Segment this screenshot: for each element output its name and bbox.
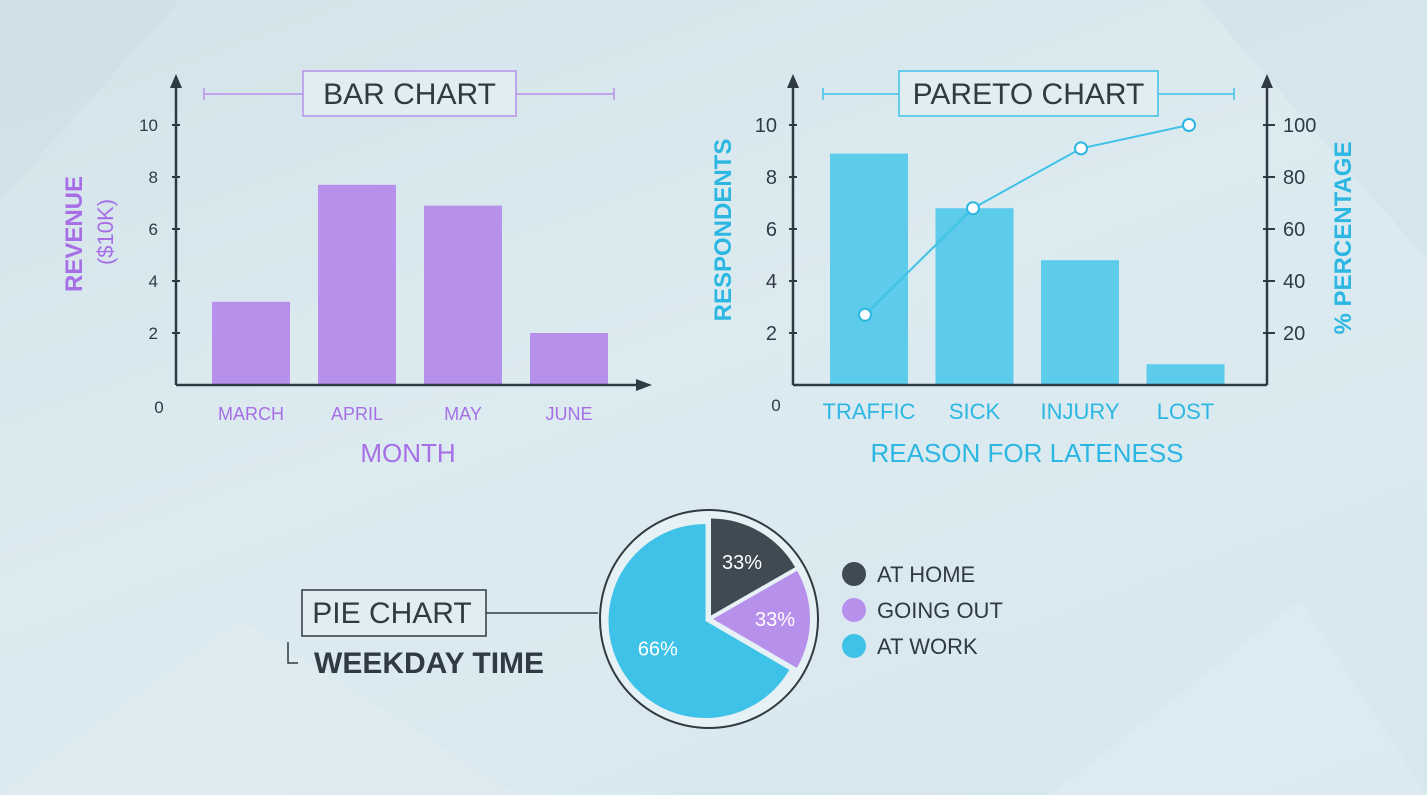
pareto-origin-label: 0 — [771, 396, 780, 415]
pie-slices — [608, 518, 810, 718]
pareto-x-tick-label: LOST — [1157, 399, 1214, 424]
pie-slice-label: 33% — [722, 552, 762, 574]
pareto-cumulative-point — [1182, 118, 1196, 132]
pareto-bar-lost — [1146, 364, 1225, 385]
pareto-y2-axis-label: % PERCENTAGE — [1330, 142, 1357, 335]
bar-x-axis-label: MONTH — [360, 438, 455, 468]
bar-x-tick-label: MAY — [444, 404, 482, 424]
pareto-bar-traffic — [830, 153, 908, 385]
legend-swatch-at-work — [842, 634, 866, 658]
pareto-y-tick-label: 6 — [766, 219, 777, 241]
pie-chart: PIE CHART WEEKDAY TIME 33% 33% 66% AT HOME… — [287, 509, 1003, 729]
bar-march — [212, 301, 290, 385]
pareto-y2-tick-label: 60 — [1283, 219, 1305, 241]
bar-y-tick-label: 2 — [149, 324, 158, 343]
bar-y-tick-label: 4 — [149, 272, 158, 291]
bar-y-tick-labels: 2 4 6 8 10 — [139, 116, 180, 343]
pie-chart-title: PIE CHART — [312, 597, 471, 630]
pareto-y2-tick-label: 80 — [1283, 167, 1305, 189]
bar-y-axis-arrow — [170, 74, 182, 88]
pareto-title-box — [898, 70, 1159, 117]
pareto-x-tick-label: TRAFFIC — [823, 399, 916, 424]
pareto-y-tick-label: 2 — [766, 323, 777, 345]
bar-x-tick-label: APRIL — [331, 404, 383, 424]
pareto-x-tick-label: SICK — [949, 399, 1001, 424]
pareto-y-axis-label: RESPONDENTS — [710, 139, 737, 322]
pareto-cumulative-point — [858, 307, 872, 322]
pareto-cumulative-points — [858, 118, 1196, 322]
bar-y-tick-label: 8 — [149, 168, 158, 187]
legend-swatch-at-home — [842, 562, 866, 586]
bar-origin-label: 0 — [154, 398, 163, 417]
pareto-x-axis-label: REASON FOR LATENESS — [870, 438, 1183, 468]
pareto-y2-tick-label: 20 — [1283, 323, 1305, 345]
pareto-bar-sick — [935, 208, 1014, 385]
legend-label: AT HOME — [877, 562, 975, 587]
pie-chart-subtitle: WEEKDAY TIME — [314, 647, 544, 680]
bar-bars — [212, 184, 608, 385]
legend-label: GOING OUT — [877, 598, 1003, 623]
bar-chart: BAR CHART 2 4 6 8 10 MARCH APRIL MAY JUNE 0 MON… — [61, 70, 652, 468]
pareto-y-tick-label: 4 — [766, 271, 777, 293]
bar-x-tick-label: JUNE — [545, 404, 592, 424]
bar-y-axis-label-line2: ($10K) — [93, 199, 118, 265]
bar-title-box — [302, 70, 517, 117]
pareto-cumulative-point — [1074, 141, 1088, 156]
pie-slice-label: 66% — [638, 638, 678, 660]
pareto-y2-axis-arrow — [1261, 74, 1273, 88]
bar-y-tick-label: 6 — [149, 220, 158, 239]
bar-chart-title: BAR CHART — [323, 78, 496, 111]
bar-y-axis-label-line1: REVENUE — [61, 176, 88, 292]
bar-june — [530, 333, 608, 385]
legend-swatch-going-out — [842, 598, 866, 622]
pie-slice-at-home — [711, 518, 796, 616]
pie-subtitle-bracket — [287, 642, 298, 664]
bar-x-tick-label: MARCH — [218, 404, 284, 424]
pareto-y2-tick-label: 40 — [1283, 271, 1305, 293]
pie-title-box — [301, 589, 487, 637]
pareto-bar-injury — [1041, 260, 1119, 385]
pareto-x-tick-label: INJURY — [1040, 399, 1119, 424]
pie-slice-labels: 33% 33% 66% — [638, 552, 795, 661]
pie-slice-label: 33% — [755, 609, 795, 631]
pareto-y-axis-arrow — [787, 74, 799, 88]
pareto-y-tick-labels: 2 4 6 8 10 — [755, 115, 797, 345]
pareto-cumulative-line — [864, 124, 1190, 316]
pareto-x-tick-labels: TRAFFIC SICK INJURY LOST — [823, 399, 1215, 424]
pareto-y-tick-label: 8 — [766, 167, 777, 189]
pareto-y2-tick-labels: 20 40 60 80 100 — [1263, 115, 1316, 345]
pareto-bars — [830, 153, 1225, 385]
pie-slice-going-out — [713, 570, 810, 668]
bar-may — [424, 205, 502, 385]
bar-x-tick-labels: MARCH APRIL MAY JUNE — [218, 404, 593, 424]
legend-label: AT WORK — [877, 634, 978, 659]
pareto-chart-title: PARETO CHART — [913, 78, 1145, 111]
bar-april — [318, 184, 396, 385]
bar-x-axis-arrow — [636, 379, 652, 391]
bar-y-tick-label: 10 — [139, 116, 158, 135]
pareto-cumulative-point — [966, 201, 980, 216]
pareto-y2-tick-label: 100 — [1283, 115, 1316, 137]
pareto-y-tick-label: 10 — [755, 115, 777, 137]
pie-slice-at-work — [608, 523, 790, 718]
pie-legend: AT HOME GOING OUT AT WORK — [842, 562, 1003, 659]
pareto-chart: PARETO CHART 2 4 6 8 10 20 40 60 80 100 TRAFFIC S… — [710, 70, 1357, 468]
